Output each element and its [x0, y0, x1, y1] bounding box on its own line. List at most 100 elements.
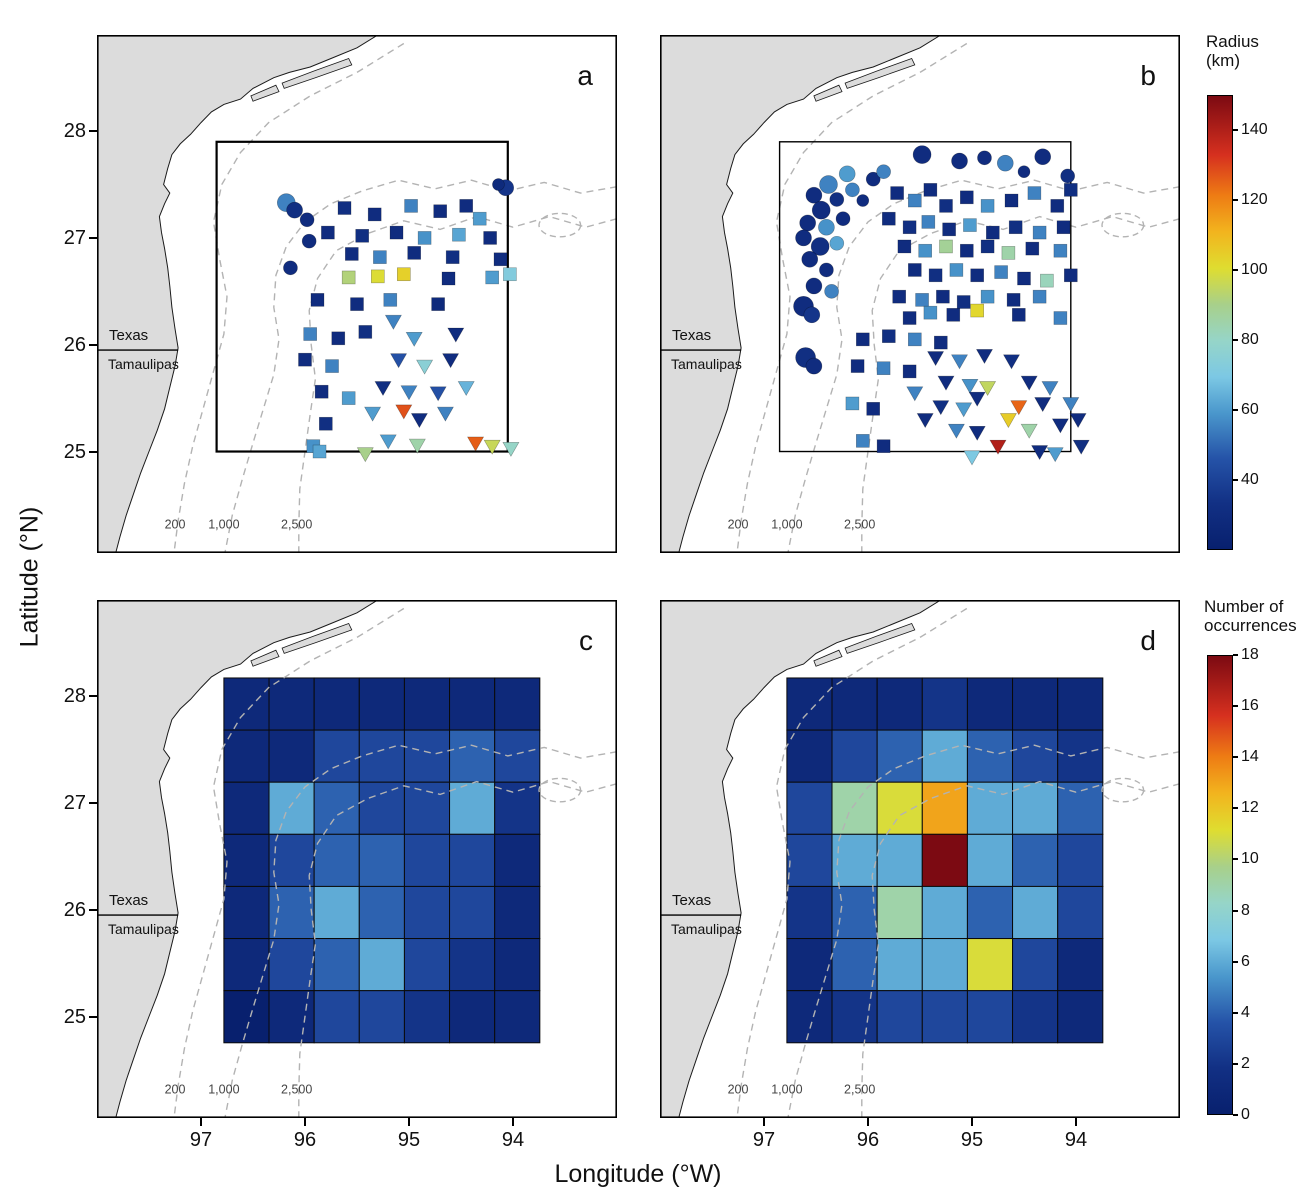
scatter-point-triangle	[975, 349, 993, 365]
scatter-point-square	[407, 246, 422, 260]
scatter-point-square	[1053, 311, 1068, 325]
heatmap-cell	[831, 729, 878, 783]
scatter-point-square	[959, 243, 974, 258]
scatter-point-square	[298, 352, 312, 367]
scatter-point-square	[994, 265, 1008, 279]
heatmap-cell	[449, 990, 496, 1044]
heatmap-cell	[358, 938, 405, 992]
scatter-point-triangle	[395, 404, 413, 420]
scatter-point-circle	[819, 175, 838, 194]
heatmap-cell	[223, 677, 270, 731]
scatter-point-square	[441, 271, 456, 286]
scatter-point-square	[890, 186, 904, 200]
scatter-point-square	[980, 289, 995, 304]
texas-label: Texas	[109, 327, 148, 344]
heatmap-cell	[313, 677, 360, 731]
y-axis-title: Latitude (°N)	[15, 506, 44, 648]
colorbar-radius-title-line1: Radius	[1206, 32, 1259, 51]
scatter-point-triangle	[961, 379, 979, 394]
scatter-point-square	[319, 416, 333, 431]
scatter-point-square	[850, 359, 865, 373]
heatmap-cell	[313, 729, 360, 783]
scatter-point-square	[933, 335, 948, 350]
barrier-island	[813, 84, 843, 102]
colorbar-tick-label: 80	[1241, 331, 1259, 348]
colorbar-tick-mark	[1233, 807, 1238, 810]
scatter-point-circle	[286, 201, 303, 219]
heatmap-cell	[786, 990, 833, 1044]
colorbar-tick-label: 16	[1241, 697, 1259, 715]
scatter-point-square	[337, 201, 352, 215]
heatmap-cell	[786, 729, 833, 783]
heatmap-cell	[786, 833, 833, 887]
bathymetry-contour-closed	[1101, 212, 1145, 238]
colorbar-tick-mark	[1233, 756, 1238, 759]
y-tick-mark	[89, 801, 97, 804]
scatter-point-square	[902, 311, 917, 325]
heatmap-cell	[1057, 885, 1104, 940]
scatter-point-square	[341, 391, 356, 405]
heatmap-cell	[921, 781, 968, 835]
scatter-point-triangle	[467, 436, 485, 452]
scatter-point-triangle	[364, 406, 382, 422]
scatter-point-circle	[845, 182, 860, 198]
heatmap-cell	[966, 677, 1014, 731]
scatter-point-square	[1001, 246, 1016, 260]
colorbar-tick-label: 140	[1241, 121, 1268, 138]
scatter-point-square	[1053, 243, 1068, 258]
heatmap-cell	[1057, 938, 1104, 992]
y-tick-label: 28	[63, 120, 86, 143]
contour-depth-label: 200	[165, 1082, 186, 1096]
scatter-point-square	[902, 364, 917, 379]
scatter-point-triangle	[963, 450, 981, 466]
heatmap-cell	[313, 938, 360, 992]
heatmap-cell	[223, 990, 270, 1044]
colorbar-tick-label: 2	[1241, 1054, 1250, 1072]
scatter-point-square	[918, 243, 933, 258]
heatmap-cell	[449, 938, 496, 992]
colorbar-occurrences-title-line1: Number of	[1204, 597, 1284, 616]
heatmap-cell	[268, 729, 315, 783]
scatter-point-circle	[996, 154, 1014, 172]
scatter-point-square	[452, 227, 466, 242]
scatter-point-square	[1011, 308, 1026, 322]
panel-letter: b	[1140, 60, 1156, 91]
x-tick-label: 94	[501, 1129, 525, 1151]
scatter-point-circle	[818, 218, 835, 236]
scatter-point-square	[310, 293, 325, 307]
scatter-point-square	[949, 263, 964, 277]
scatter-point-circle	[301, 233, 317, 249]
scatter-point-square	[1025, 241, 1040, 256]
heatmap-cell	[1012, 938, 1059, 992]
scatter-point-circle	[876, 164, 891, 180]
y-tick-label: 26	[63, 333, 86, 356]
scatter-point-square	[367, 207, 382, 222]
colorbar-tick-mark	[1233, 269, 1238, 271]
y-tick-label: 25	[63, 1005, 86, 1028]
heatmap-cell	[921, 677, 968, 731]
heatmap-cell	[966, 729, 1014, 783]
heatmap-cell	[449, 781, 496, 835]
scatter-point-circle	[912, 145, 932, 164]
contour-depth-label: 2,500	[844, 1082, 875, 1096]
land-coastline	[97, 600, 379, 1118]
heatmap-cell	[1012, 781, 1059, 835]
contour-depth-label: 1,000	[771, 1082, 802, 1096]
x-tick-label: 97	[752, 1129, 776, 1151]
land-coastline	[660, 600, 942, 1118]
heatmap-cell	[358, 729, 405, 783]
scatter-point-triangle	[927, 351, 945, 367]
scatter-point-square	[389, 225, 404, 240]
scatter-point-square	[331, 331, 346, 346]
scatter-point-square	[341, 270, 356, 285]
heatmap-cell	[1057, 677, 1104, 731]
heatmap-cell	[876, 885, 923, 940]
scatter-point-square	[985, 225, 1000, 240]
x-tick-label: 96	[856, 1129, 880, 1151]
panel-frame	[660, 35, 1180, 553]
x-tick-label: 95	[397, 1129, 421, 1151]
contour-depth-label: 200	[728, 517, 749, 531]
scatter-point-square	[856, 332, 870, 347]
x-tick-mark	[200, 1118, 202, 1126]
colorbar-tick-mark	[1233, 339, 1238, 341]
